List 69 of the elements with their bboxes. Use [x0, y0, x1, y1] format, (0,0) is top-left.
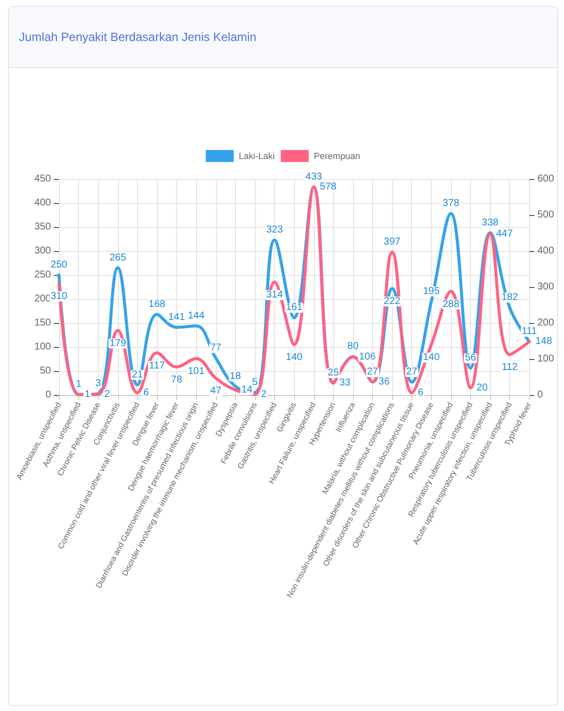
legend-label: Perempuan — [314, 151, 360, 161]
data-label: 101 — [188, 366, 205, 378]
y2-tick-label: 400 — [537, 246, 554, 256]
data-label: 6 — [143, 387, 150, 398]
data-label: 182 — [501, 292, 518, 304]
data-label: 1 — [76, 379, 82, 390]
data-label: 56 — [464, 352, 477, 364]
y-tick-label: 100 — [34, 342, 52, 352]
data-label: 2 — [260, 388, 267, 400]
y2-tick-label: 200 — [537, 318, 554, 328]
data-label: 578 — [320, 181, 337, 192]
y2-tick-label: 300 — [537, 282, 554, 292]
data-label: 179 — [109, 338, 127, 350]
data-label: 338 — [482, 217, 499, 228]
data-label: 18 — [230, 370, 242, 382]
y-tick-label: 50 — [40, 366, 52, 376]
y2-tick-label: 600 — [537, 174, 554, 184]
y2-tick-label: 0 — [537, 390, 544, 400]
data-label: 117 — [149, 360, 166, 372]
data-label: 47 — [210, 386, 222, 397]
data-label: 33 — [339, 378, 351, 389]
y-tick-label: 350 — [34, 222, 52, 232]
data-label: 310 — [50, 290, 68, 302]
data-label: 447 — [496, 228, 514, 240]
data-label: 6 — [418, 387, 424, 398]
y-tick-label: 0 — [45, 390, 52, 400]
data-label: 140 — [286, 352, 303, 364]
y-tick-label: 300 — [34, 246, 52, 256]
y2-tick-label: 500 — [537, 210, 554, 220]
data-label: 265 — [109, 252, 127, 264]
data-label: 144 — [188, 310, 205, 322]
y-tick-label: 400 — [34, 198, 52, 208]
data-label: 314 — [266, 289, 284, 300]
data-label: 140 — [422, 352, 440, 364]
data-label: 80 — [347, 341, 359, 352]
y-tick-label: 450 — [34, 174, 52, 184]
data-label: 3 — [95, 378, 102, 390]
data-label: 20 — [476, 382, 488, 394]
data-label: 27 — [366, 366, 379, 378]
data-label: 27 — [406, 366, 418, 378]
data-label: 21 — [132, 369, 144, 380]
data-label: 141 — [168, 312, 186, 323]
data-label: 5 — [252, 377, 258, 388]
data-label: 106 — [358, 351, 376, 362]
data-label: 25 — [328, 368, 340, 378]
data-label: 288 — [442, 298, 460, 310]
chart-title: Jumlah Penyakit Berdasarkan Jenis Kelamin — [9, 7, 557, 68]
data-label: 77 — [210, 342, 222, 354]
data-label: 168 — [148, 298, 166, 310]
data-label: 222 — [384, 296, 401, 307]
y-tick-label: 150 — [34, 318, 52, 328]
y-tick-label: 250 — [34, 270, 52, 280]
data-label: 250 — [50, 260, 68, 270]
data-label: 323 — [266, 224, 284, 236]
y2-tick-label: 100 — [537, 354, 554, 364]
data-label: 112 — [502, 362, 518, 374]
data-label: 14 — [241, 384, 253, 396]
data-label: 1 — [84, 389, 91, 400]
data-label: 36 — [378, 376, 390, 388]
data-label: 195 — [422, 286, 440, 297]
data-label: 161 — [286, 302, 303, 314]
data-label: 397 — [384, 236, 401, 248]
data-label: 111 — [522, 326, 538, 338]
data-label: 433 — [305, 172, 323, 183]
data-label: 2 — [104, 388, 110, 400]
data-label: 148 — [535, 336, 552, 348]
data-label: 378 — [442, 198, 460, 210]
data-label: 78 — [171, 374, 183, 386]
legend-label: Laki-Laki — [238, 151, 275, 161]
